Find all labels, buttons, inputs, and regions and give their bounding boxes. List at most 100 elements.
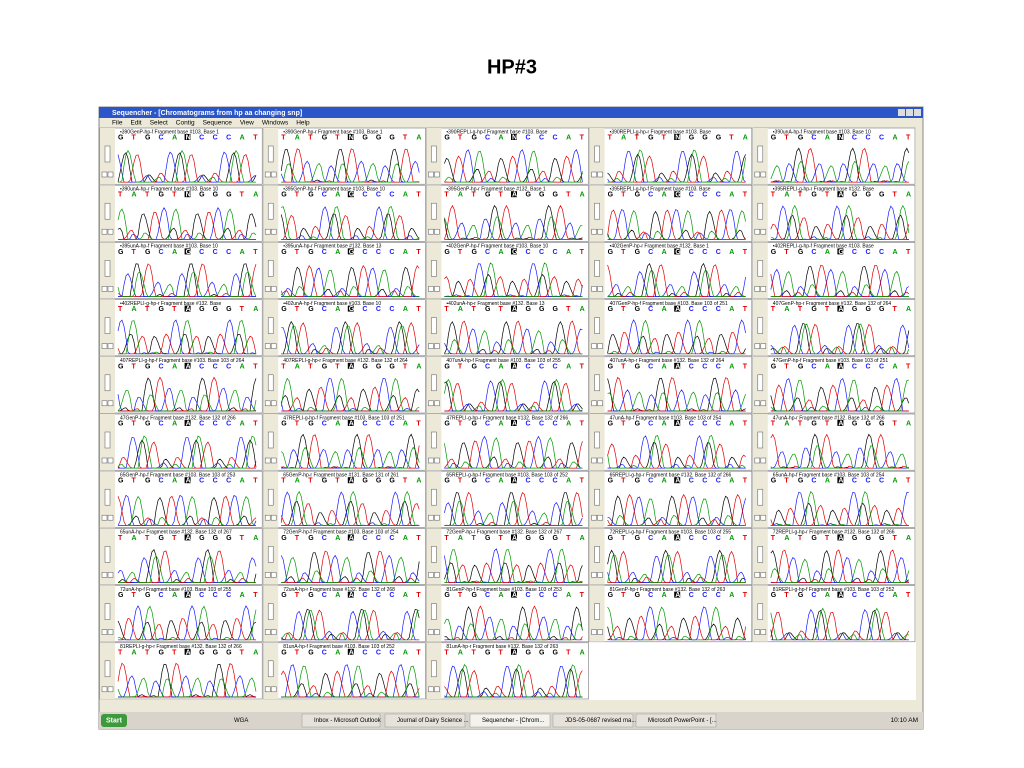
menu-item[interactable]: Select (150, 120, 168, 127)
view-button[interactable] (107, 343, 114, 349)
zoom-slider[interactable] (431, 488, 437, 506)
menu-item[interactable]: Edit (130, 120, 141, 127)
zoom-slider[interactable] (431, 546, 437, 563)
view-button[interactable] (754, 228, 761, 235)
view-button[interactable] (428, 686, 434, 693)
view-button[interactable] (264, 343, 271, 349)
view-button[interactable] (428, 514, 434, 521)
view-button[interactable] (597, 514, 603, 521)
menu-item[interactable]: View (240, 120, 254, 127)
zoom-slider[interactable] (104, 431, 111, 449)
view-button[interactable] (754, 343, 761, 349)
start-button[interactable] (101, 714, 127, 727)
zoom-slider[interactable] (431, 202, 437, 220)
view-button[interactable] (754, 457, 761, 464)
view-button[interactable] (264, 171, 271, 178)
zoom-slider[interactable] (594, 431, 600, 449)
view-button[interactable] (101, 171, 108, 178)
maximize-button[interactable] (906, 109, 913, 116)
zoom-slider[interactable] (594, 260, 600, 277)
zoom-slider[interactable] (757, 145, 764, 163)
zoom-slider[interactable] (104, 260, 111, 277)
zoom-slider[interactable] (104, 546, 111, 563)
view-button[interactable] (754, 572, 761, 578)
view-button[interactable] (264, 686, 271, 693)
view-button[interactable] (591, 171, 597, 178)
view-button[interactable] (434, 228, 440, 235)
zoom-slider[interactable] (267, 660, 274, 678)
view-button[interactable] (597, 457, 603, 464)
view-button[interactable] (107, 686, 114, 693)
view-button[interactable] (428, 171, 434, 178)
view-button[interactable] (760, 572, 767, 578)
zoom-slider[interactable] (757, 546, 764, 563)
view-button[interactable] (101, 228, 108, 235)
view-button[interactable] (597, 629, 603, 635)
zoom-slider[interactable] (104, 317, 111, 334)
zoom-slider[interactable] (267, 546, 274, 563)
view-button[interactable] (270, 228, 277, 235)
view-button[interactable] (270, 343, 277, 349)
view-button[interactable] (264, 514, 271, 521)
view-button[interactable] (597, 343, 603, 349)
zoom-slider[interactable] (431, 603, 437, 620)
view-button[interactable] (107, 572, 114, 578)
view-button[interactable] (591, 228, 597, 235)
view-button[interactable] (760, 629, 767, 635)
menu-item[interactable]: Contig (176, 120, 195, 127)
view-button[interactable] (434, 171, 440, 178)
zoom-slider[interactable] (757, 374, 764, 392)
view-button[interactable] (754, 171, 761, 178)
zoom-slider[interactable] (594, 603, 600, 620)
view-button[interactable] (107, 457, 114, 464)
view-button[interactable] (428, 457, 434, 464)
zoom-slider[interactable] (267, 488, 274, 506)
zoom-slider[interactable] (594, 317, 600, 334)
view-button[interactable] (270, 629, 277, 635)
view-button[interactable] (591, 286, 597, 292)
menu-item[interactable]: File (112, 120, 123, 127)
view-button[interactable] (597, 171, 603, 178)
view-button[interactable] (101, 629, 108, 635)
view-button[interactable] (270, 400, 277, 407)
view-button[interactable] (270, 286, 277, 292)
zoom-slider[interactable] (104, 374, 111, 392)
view-button[interactable] (270, 457, 277, 464)
zoom-slider[interactable] (267, 260, 274, 277)
view-button[interactable] (760, 343, 767, 349)
view-button[interactable] (434, 629, 440, 635)
view-button[interactable] (760, 400, 767, 407)
view-button[interactable] (107, 629, 114, 635)
view-button[interactable] (107, 286, 114, 292)
view-button[interactable] (434, 457, 440, 464)
zoom-slider[interactable] (431, 145, 437, 163)
zoom-slider[interactable] (757, 317, 764, 334)
view-button[interactable] (264, 400, 271, 407)
view-button[interactable] (591, 457, 597, 464)
view-button[interactable] (754, 286, 761, 292)
taskbar-button[interactable] (635, 713, 717, 728)
zoom-slider[interactable] (757, 260, 764, 277)
view-button[interactable] (760, 171, 767, 178)
view-button[interactable] (428, 400, 434, 407)
zoom-slider[interactable] (267, 202, 274, 220)
zoom-slider[interactable] (267, 374, 274, 392)
view-button[interactable] (434, 343, 440, 349)
taskbar-button[interactable] (552, 713, 634, 728)
view-button[interactable] (434, 286, 440, 292)
view-button[interactable] (264, 286, 271, 292)
view-button[interactable] (434, 400, 440, 407)
zoom-slider[interactable] (267, 431, 274, 449)
view-button[interactable] (760, 457, 767, 464)
view-button[interactable] (270, 686, 277, 693)
view-button[interactable] (597, 572, 603, 578)
zoom-slider[interactable] (431, 317, 437, 334)
zoom-slider[interactable] (104, 202, 111, 220)
zoom-slider[interactable] (757, 431, 764, 449)
view-button[interactable] (760, 228, 767, 235)
zoom-slider[interactable] (757, 202, 764, 220)
view-button[interactable] (264, 629, 271, 635)
zoom-slider[interactable] (104, 660, 111, 678)
view-button[interactable] (428, 286, 434, 292)
view-button[interactable] (591, 629, 597, 635)
